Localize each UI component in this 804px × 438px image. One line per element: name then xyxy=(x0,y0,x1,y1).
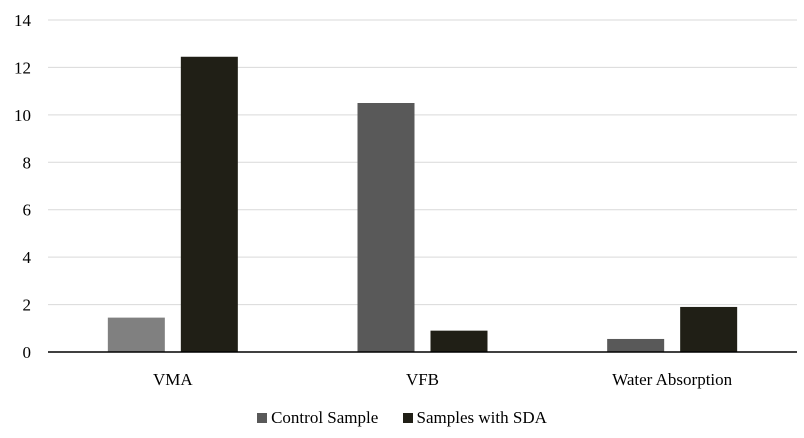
y-tick-label: 4 xyxy=(23,248,32,267)
bar-sda xyxy=(680,306,738,352)
bars xyxy=(107,56,738,352)
y-tick-label: 0 xyxy=(23,343,32,362)
legend-label-sda: Samples with SDA xyxy=(416,408,547,427)
y-tick-label: 12 xyxy=(14,58,31,77)
legend-item-sda: Samples with SDA xyxy=(402,408,547,428)
bar-control xyxy=(107,317,165,352)
y-tick-label: 10 xyxy=(14,106,31,125)
bar-control xyxy=(607,338,665,352)
x-axis-categories: VMA VFB Water Absorption xyxy=(153,370,733,389)
x-category-label: VFB xyxy=(406,370,439,389)
y-axis-ticks: 0 2 4 6 8 10 12 14 xyxy=(14,11,32,362)
legend: Control Sample Samples with SDA xyxy=(0,408,804,428)
y-tick-label: 6 xyxy=(23,201,32,220)
legend-label-control: Control Sample xyxy=(271,408,379,427)
bar-control xyxy=(357,103,415,352)
legend-swatch-sda xyxy=(402,413,413,423)
bar-sda xyxy=(430,330,488,352)
y-tick-label: 8 xyxy=(23,153,32,172)
x-category-label: Water Absorption xyxy=(612,370,732,389)
legend-item-control: Control Sample xyxy=(257,408,378,428)
x-category-label: VMA xyxy=(153,370,193,389)
bar-chart: 0 2 4 6 8 10 12 14 VMA VFB Water Absorption xyxy=(14,11,797,389)
y-tick-label: 14 xyxy=(14,11,32,30)
y-tick-label: 2 xyxy=(23,296,32,315)
gridlines xyxy=(48,19,797,306)
legend-swatch-control xyxy=(257,413,268,423)
bar-sda xyxy=(180,56,238,352)
